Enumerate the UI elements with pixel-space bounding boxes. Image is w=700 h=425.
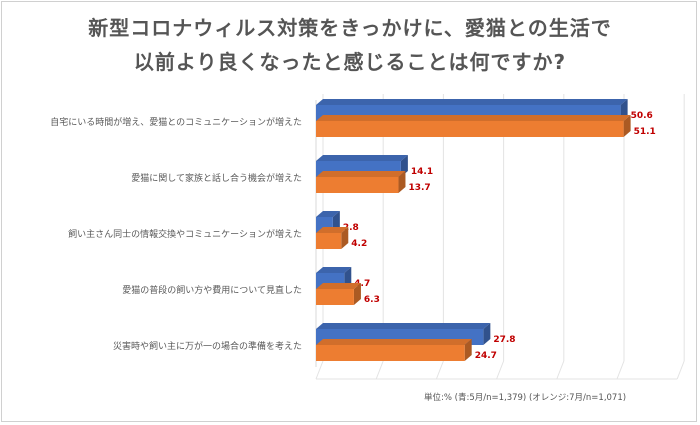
data-label: 6.3 (364, 295, 380, 305)
bar-side (464, 339, 472, 361)
bar (316, 345, 465, 361)
bar (316, 289, 354, 305)
data-label: 4.7 (354, 279, 370, 289)
bar-top (316, 227, 349, 233)
data-label: 50.6 (631, 111, 653, 121)
bar-top (316, 267, 352, 273)
bar-side (341, 227, 349, 249)
data-label: 2.8 (343, 223, 359, 233)
category-label: 愛猫に関して家族と話し合う機会が増えた (131, 172, 302, 184)
bar (316, 233, 342, 249)
bar-top (316, 211, 340, 217)
grid-floor-line (435, 360, 444, 380)
chart-title-line-2: 以前より良くなったと感じることは何ですか? (133, 50, 567, 74)
bar-side (398, 171, 406, 193)
bar-top (316, 99, 628, 105)
bar (316, 177, 399, 193)
chart-footnote: 単位:% (青:5月/n=1,379) (オレンジ:7月/n=1,071) (424, 393, 627, 403)
bar-top (316, 323, 491, 329)
data-label: 4.2 (351, 239, 367, 249)
category-label: 飼い主さん同士の情報交換やコミュニケーションが増えた (68, 228, 302, 240)
data-label: 51.1 (634, 127, 656, 137)
bar-top (316, 155, 408, 161)
bar-side (353, 283, 361, 305)
category-label: 自宅にいる時間が増え、愛猫とのコミュニケーションが増えた (50, 116, 302, 128)
grid-floor-line (616, 360, 625, 380)
grid-floor-line (375, 360, 384, 380)
data-label: 14.1 (411, 167, 433, 177)
data-label: 13.7 (408, 183, 430, 193)
grid-floor-line (556, 360, 565, 380)
bar (316, 121, 624, 137)
bar-side (623, 115, 631, 137)
grid-floor-line (315, 360, 324, 380)
bar-top (316, 171, 406, 177)
chart-title-line-1: 新型コロナウィルス対策をきっかけに、愛猫との生活で (88, 16, 612, 40)
data-label: 24.7 (475, 351, 497, 361)
grid-floor-line (496, 360, 505, 380)
grid-floor-line (676, 360, 685, 380)
bar-top (316, 115, 631, 121)
category-label: 災害時や飼い主に万が一の場合の準備を考えた (113, 340, 302, 352)
data-label: 27.8 (493, 335, 515, 345)
bar-top (316, 339, 472, 345)
bar-side (483, 323, 491, 345)
bar-top (316, 283, 361, 289)
category-label: 愛猫の普段の飼い方や費用について見直した (122, 284, 302, 296)
